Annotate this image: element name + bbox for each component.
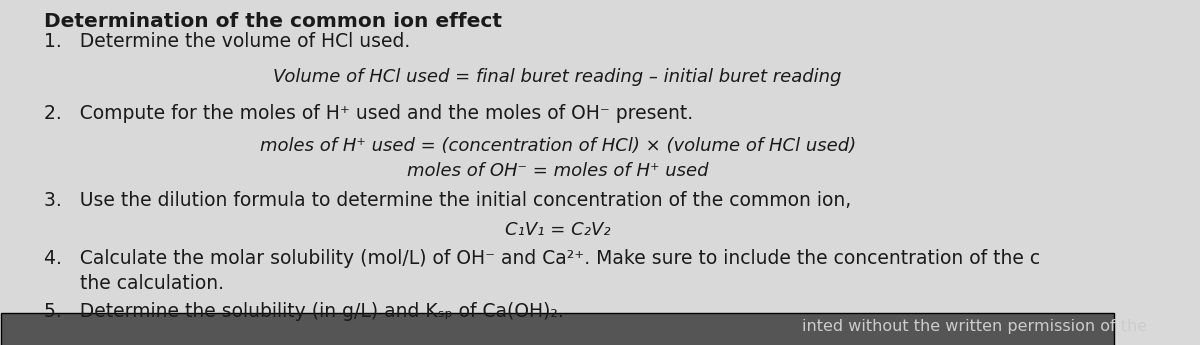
Text: moles of H⁺ used = (concentration of HCl) × (volume of HCl used): moles of H⁺ used = (concentration of HCl…	[259, 137, 856, 155]
Text: 4.   Calculate the molar solubility (mol/L) of OH⁻ and Ca²⁺. Make sure to includ: 4. Calculate the molar solubility (mol/L…	[43, 249, 1039, 268]
Text: 3.   Use the dilution formula to determine the initial concentration of the comm: 3. Use the dilution formula to determine…	[43, 191, 851, 210]
Text: 1.   Determine the volume of HCl used.: 1. Determine the volume of HCl used.	[43, 32, 410, 51]
Text: moles of OH⁻ = moles of H⁺ used: moles of OH⁻ = moles of H⁺ used	[407, 162, 708, 180]
Text: inted without the written permission of the: inted without the written permission of …	[803, 319, 1147, 334]
Text: the calculation.: the calculation.	[43, 274, 223, 293]
Text: 2.   Compute for the moles of H⁺ used and the moles of OH⁻ present.: 2. Compute for the moles of H⁺ used and …	[43, 105, 692, 124]
Text: Volume of HCl used = final buret reading – initial buret reading: Volume of HCl used = final buret reading…	[274, 68, 842, 86]
Text: C₁V₁ = C₂V₂: C₁V₁ = C₂V₂	[505, 221, 611, 239]
Text: Determination of the common ion effect: Determination of the common ion effect	[43, 12, 502, 31]
Text: 5.   Determine the solubility (in g/L) and Kₛₚ of Ca(OH)₂.: 5. Determine the solubility (in g/L) and…	[43, 302, 564, 321]
FancyBboxPatch shape	[1, 314, 1114, 345]
